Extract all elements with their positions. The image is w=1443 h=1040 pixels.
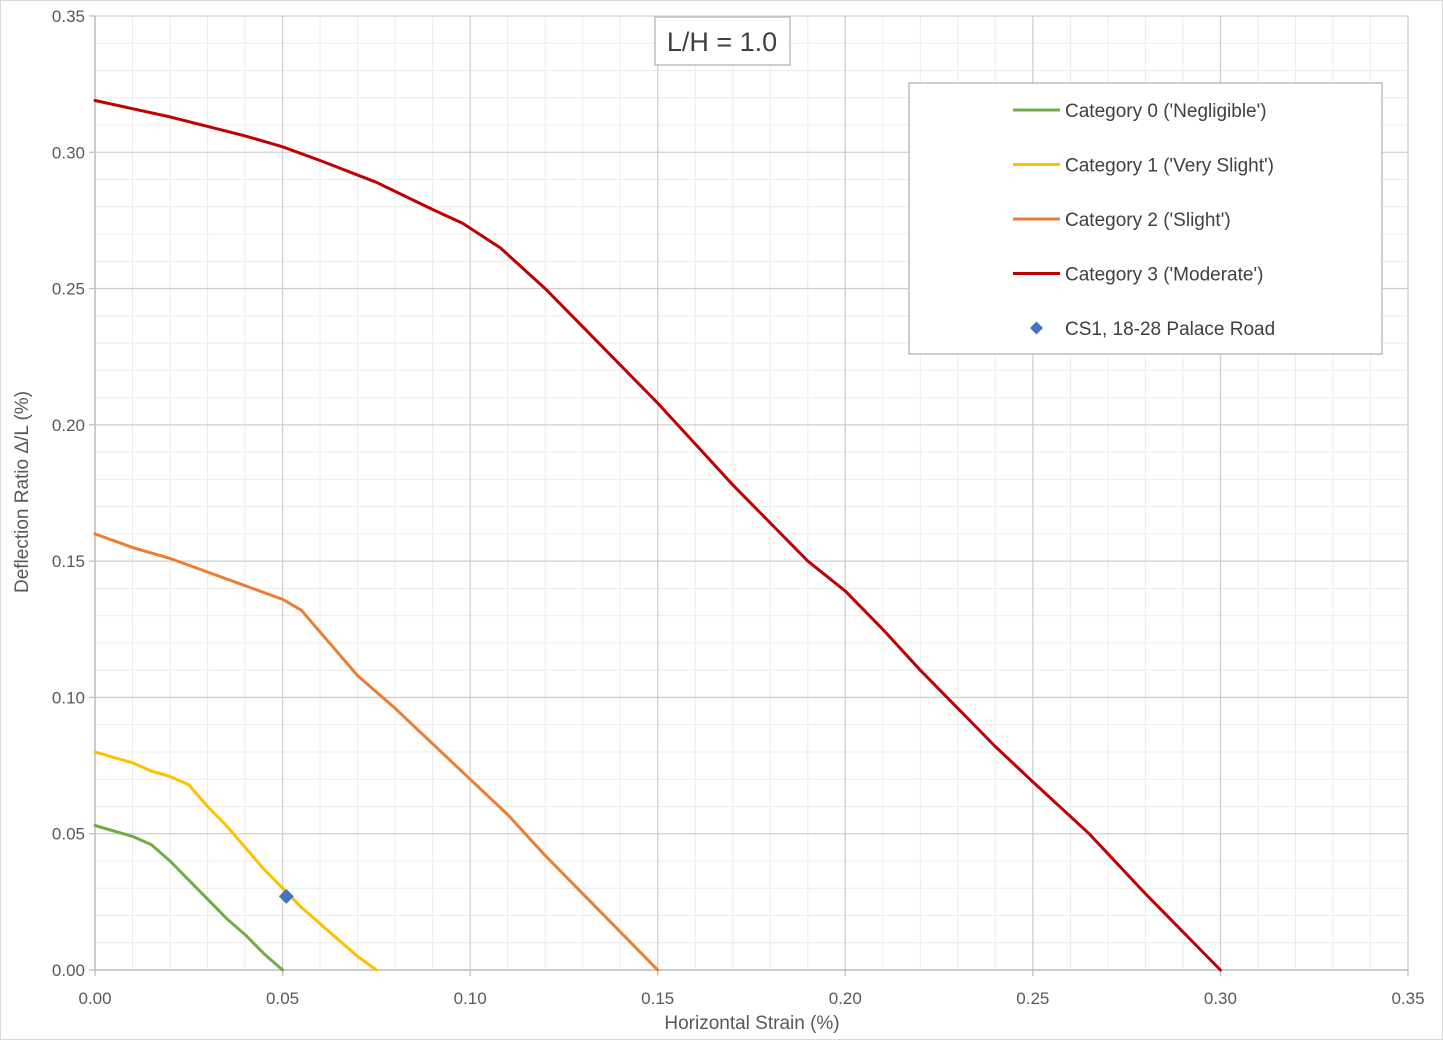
x-tick-label: 0.30 (1204, 989, 1237, 1008)
legend-label-3: Category 3 ('Moderate') (1065, 265, 1263, 286)
y-tick-label: 0.00 (52, 961, 85, 980)
x-tick-label: 0.15 (641, 989, 674, 1008)
x-axis-ticks: 0.00 0.05 0.10 0.15 0.20 0.25 0.30 0.35 (78, 970, 1425, 1008)
chart-title-text: L/H = 1.0 (667, 27, 777, 57)
legend-label-4: CS1, 18-28 Palace Road (1065, 319, 1275, 340)
y-tick-label: 0.20 (52, 416, 85, 435)
plot-area-border (94, 16, 1408, 971)
series-layer (93, 99, 1222, 972)
legend-swatch-4 (1030, 321, 1043, 335)
x-axis-title: Horizontal Strain (%) (664, 1013, 839, 1034)
series-line-2 (93, 532, 660, 972)
chart-title: L/H = 1.0 (654, 16, 791, 66)
y-axis-title: Deflection Ratio Δ/L (%) (12, 391, 33, 593)
y-tick-label: 0.30 (52, 143, 85, 162)
y-tick-label: 0.05 (52, 825, 85, 844)
x-tick-label: 0.00 (78, 989, 111, 1008)
y-tick-label: 0.15 (52, 552, 85, 571)
series-line-1 (93, 750, 378, 972)
y-tick-label: 0.10 (52, 688, 85, 707)
y-tick-label: 0.35 (52, 7, 85, 26)
series-line-0 (93, 824, 285, 972)
chart-title-box (654, 16, 791, 66)
minor-gridlines (95, 16, 1408, 970)
x-tick-label: 0.10 (454, 989, 487, 1008)
series-marker-4 (278, 888, 294, 904)
series-line-3 (93, 99, 1222, 972)
x-tick-label: 0.25 (1016, 989, 1049, 1008)
x-tick-label: 0.20 (829, 989, 862, 1008)
x-tick-label: 0.05 (266, 989, 299, 1008)
legend-box (908, 82, 1383, 355)
x-tick-label: 0.35 (1391, 989, 1424, 1008)
legend-label-1: Category 1 ('Very Slight') (1065, 156, 1274, 177)
legend-label-2: Category 2 ('Slight') (1065, 210, 1231, 231)
legend-label-0: Category 0 ('Negligible') (1065, 101, 1267, 122)
y-axis-ticks: 0.00 0.05 0.10 0.15 0.20 0.25 0.30 0.35 (52, 7, 95, 980)
y-tick-label: 0.25 (52, 280, 85, 299)
legend: Category 0 ('Negligible') Category 1 ('Ve… (908, 82, 1383, 355)
